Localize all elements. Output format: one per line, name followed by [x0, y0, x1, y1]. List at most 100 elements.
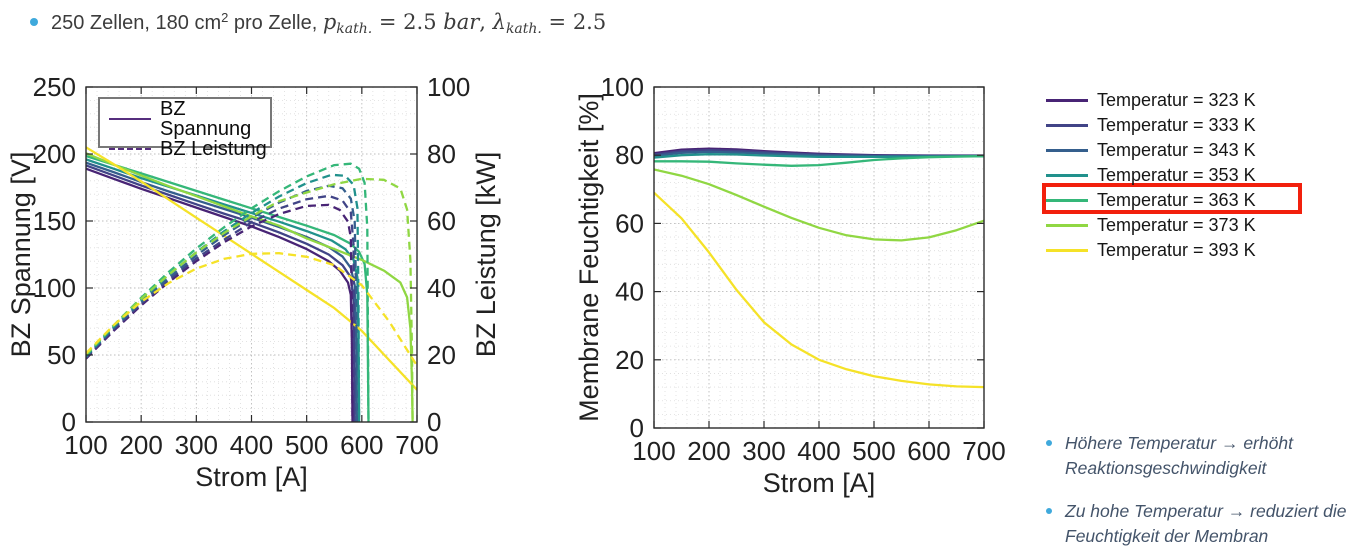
legend-label: Temperatur = 363 K	[1097, 190, 1256, 210]
line-swatch	[1046, 174, 1088, 177]
line-swatch	[1046, 199, 1088, 202]
svg-text:200: 200	[687, 436, 730, 466]
power-curve-323K	[86, 203, 354, 422]
svg-text:600: 600	[340, 430, 383, 460]
series-layer	[86, 146, 417, 422]
svg-text:80: 80	[615, 140, 644, 170]
math-sub-p: kath.	[336, 21, 373, 37]
temperature-legend: Temperatur = 323 K Temperatur = 333 K Te…	[1042, 88, 1336, 263]
header-text-main: 250 Zellen, 180 cm	[51, 12, 222, 34]
bullet-icon	[1046, 440, 1052, 446]
math-sub-lambda: kath.	[505, 21, 542, 37]
svg-text:700: 700	[962, 436, 1005, 466]
math-var-lambda: λ	[492, 10, 506, 34]
legend-item-spannung: BZ Spannung	[109, 99, 270, 139]
notes: Höhere Temperatur → erhöht Reaktionsgesc…	[1046, 431, 1362, 554]
power-curve-363K	[86, 162, 370, 422]
legend-label: Temperatur = 333 K	[1097, 115, 1256, 135]
legend-label: Temperatur = 353 K	[1097, 165, 1256, 185]
math-var-p: p	[322, 10, 337, 34]
note-text: Höhere Temperatur → erhöht Reaktionsgesc…	[1065, 433, 1293, 479]
svg-text:Strom [A]: Strom [A]	[195, 462, 308, 492]
svg-text:100: 100	[427, 72, 470, 102]
header-superscript: 2	[221, 10, 229, 25]
power-curve-353K	[86, 173, 361, 422]
svg-text:250: 250	[33, 72, 76, 102]
svg-text:200: 200	[119, 430, 162, 460]
humidity-curve-373K	[654, 168, 984, 242]
bullet-icon	[30, 18, 38, 26]
svg-text:100: 100	[632, 436, 675, 466]
svg-text:Membrane Feuchtigkeit [%]: Membrane Feuchtigkeit [%]	[574, 93, 604, 422]
legend-label: Temperatur = 343 K	[1097, 140, 1256, 160]
svg-text:100: 100	[33, 273, 76, 303]
line-swatch	[1046, 99, 1088, 102]
svg-text:500: 500	[285, 430, 328, 460]
svg-text:500: 500	[852, 436, 895, 466]
legend-label: Temperatur = 323 K	[1097, 90, 1256, 110]
svg-text:300: 300	[175, 430, 218, 460]
note-text: Zu hohe Temperatur → reduziert die Feuch…	[1065, 500, 1347, 547]
voltage-curve-323K	[86, 167, 354, 422]
svg-text:400: 400	[797, 436, 840, 466]
svg-text:200: 200	[33, 139, 76, 169]
power-curve-393K	[86, 252, 417, 367]
svg-text:600: 600	[907, 436, 950, 466]
svg-text:150: 150	[33, 206, 76, 236]
svg-text:20: 20	[615, 345, 644, 375]
math-unit-bar: bar	[443, 10, 480, 34]
svg-text:Strom [A]: Strom [A]	[763, 468, 876, 498]
svg-text:60: 60	[615, 208, 644, 238]
svg-text:0: 0	[62, 407, 76, 437]
voltage-curve-353K	[86, 158, 361, 422]
legend-item-353k: Temperatur = 353 K	[1046, 163, 1336, 188]
legend-item-333k: Temperatur = 333 K	[1046, 113, 1336, 138]
svg-text:20: 20	[427, 340, 456, 370]
header-math: pkath. = 2.5 bar, λkath. = 2.5	[322, 10, 607, 37]
math-eq-lambda: = 2.5	[541, 10, 607, 34]
legend-item-323k: Temperatur = 323 K	[1046, 88, 1336, 113]
svg-text:40: 40	[427, 273, 456, 303]
solid-line-swatch	[109, 118, 151, 120]
dashed-line-swatch	[109, 148, 151, 150]
header-text-mid: pro Zelle,	[228, 12, 323, 34]
svg-text:0: 0	[427, 407, 441, 437]
math-comma: ,	[479, 10, 493, 34]
humidity-curve-353K	[654, 153, 984, 159]
series-layer	[654, 147, 984, 389]
humidity-curve-393K	[654, 191, 984, 389]
membrane-humidity-chart: 100 200 300 400 500 600 700 0 20 40 60 80 100 Strom […	[574, 72, 1006, 498]
note-item: Höhere Temperatur → erhöht Reaktionsgesc…	[1046, 431, 1362, 482]
legend-item-373k: Temperatur = 373 K	[1046, 213, 1336, 238]
chart-legend: BZ Spannung BZ Leistung	[98, 97, 272, 159]
power-curve-343K	[86, 184, 359, 422]
legend-label: Temperatur = 373 K	[1097, 215, 1256, 235]
svg-text:BZ Spannung [V]: BZ Spannung [V]	[6, 152, 36, 358]
voltage-power-chart: 100 200 300 400 500 600 7000501001502002500204…	[6, 72, 501, 492]
svg-text:80: 80	[427, 139, 456, 169]
legend-label: Temperatur = 393 K	[1097, 240, 1256, 260]
bullet-icon	[1046, 507, 1052, 514]
svg-text:0: 0	[630, 413, 644, 443]
svg-text:400: 400	[230, 430, 273, 460]
legend-item-343k: Temperatur = 343 K	[1046, 138, 1336, 163]
math-eq-p: = 2.5	[372, 10, 444, 34]
svg-text:100: 100	[64, 430, 107, 460]
svg-text:40: 40	[615, 277, 644, 307]
svg-text:BZ Leistung [kW]: BZ Leistung [kW]	[471, 152, 501, 358]
header-text: 250 Zellen, 180 cm2 pro Zelle, pkath. = …	[51, 10, 606, 37]
voltage-curve-373K	[86, 152, 414, 422]
power-curve-373K	[86, 177, 414, 422]
note-item: Zu hohe Temperatur → reduziert die Feuch…	[1046, 499, 1362, 550]
humidity-curve-363K	[654, 155, 984, 167]
line-swatch	[1046, 224, 1088, 227]
legend-label: BZ Leistung	[160, 138, 267, 160]
line-swatch	[1046, 124, 1088, 127]
svg-text:300: 300	[742, 436, 785, 466]
legend-label: BZ Spannung	[160, 98, 252, 140]
line-swatch	[1046, 149, 1088, 152]
svg-text:100: 100	[601, 72, 644, 102]
legend-item-363k: Temperatur = 363 K	[1046, 188, 1336, 213]
